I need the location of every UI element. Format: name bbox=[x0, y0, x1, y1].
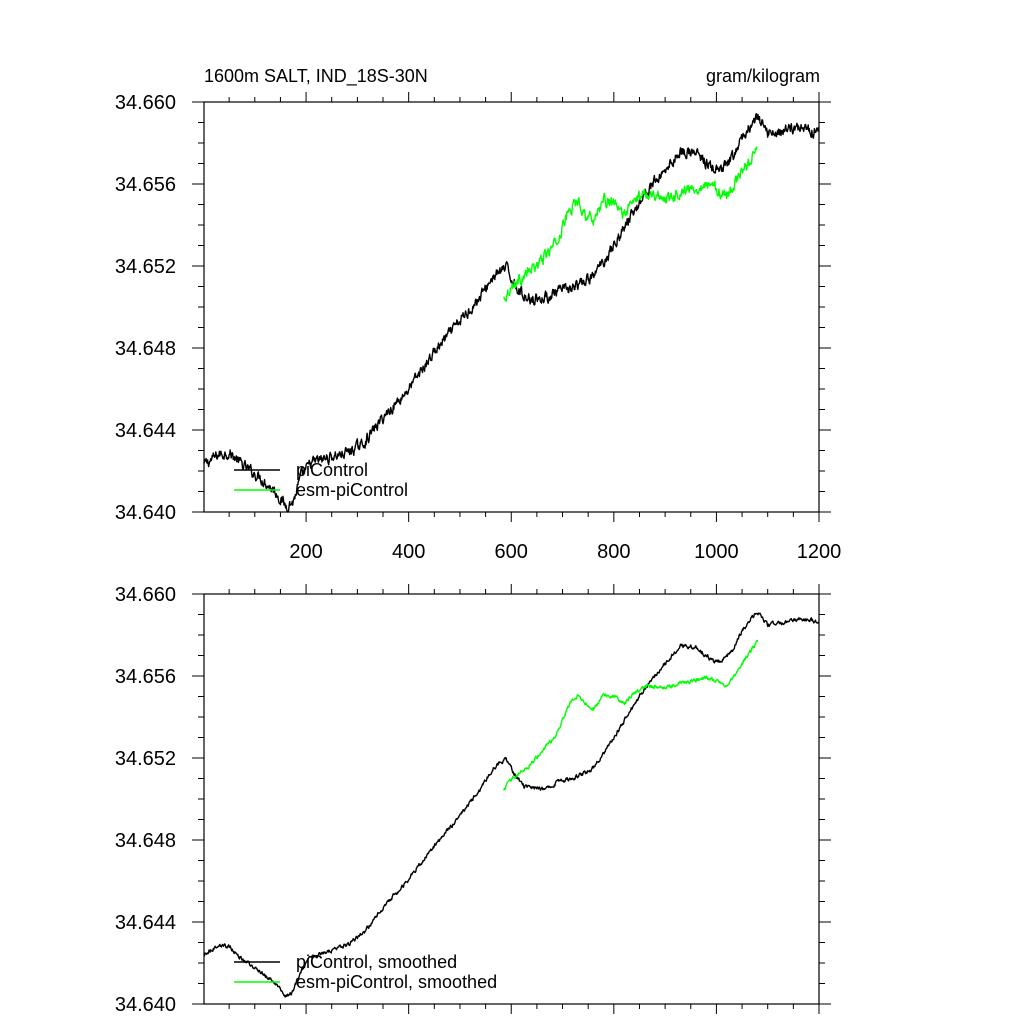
x-tick-label: 400 bbox=[392, 541, 425, 563]
y-tick-label: 34.648 bbox=[115, 338, 176, 360]
units-label: gram/kilogram bbox=[706, 66, 820, 86]
series-line-picontrol bbox=[203, 112, 820, 513]
y-tick-label: 34.652 bbox=[115, 256, 176, 278]
legend-label: piControl, smoothed bbox=[296, 952, 457, 972]
x-tick-label: 800 bbox=[597, 541, 630, 563]
y-tick-label: 34.660 bbox=[115, 584, 176, 606]
x-tick-label: 1000 bbox=[694, 541, 739, 563]
y-tick-label: 34.644 bbox=[115, 420, 176, 442]
y-tick-label: 34.660 bbox=[115, 92, 176, 114]
legend-label: esm-piControl bbox=[296, 480, 408, 500]
y-tick-label: 34.656 bbox=[115, 666, 176, 688]
y-tick-label: 34.656 bbox=[115, 174, 176, 196]
x-tick-label: 600 bbox=[495, 541, 528, 563]
x-tick-label: 200 bbox=[289, 541, 322, 563]
y-tick-label: 34.644 bbox=[115, 912, 176, 934]
y-tick-label: 34.640 bbox=[115, 502, 176, 524]
legend-label: esm-piControl, smoothed bbox=[296, 972, 497, 992]
y-tick-label: 34.648 bbox=[115, 830, 176, 852]
chart-title: 1600m SALT, IND_18S-30N bbox=[204, 66, 428, 87]
x-tick-label: 1200 bbox=[797, 541, 842, 563]
y-tick-label: 34.640 bbox=[115, 994, 176, 1016]
series-line-picontrol bbox=[203, 612, 820, 998]
y-tick-label: 34.652 bbox=[115, 748, 176, 770]
legend-label: piControl bbox=[296, 460, 368, 480]
series-line-esm-picontrol bbox=[503, 146, 758, 303]
series-line-esm-picontrol bbox=[502, 639, 759, 791]
